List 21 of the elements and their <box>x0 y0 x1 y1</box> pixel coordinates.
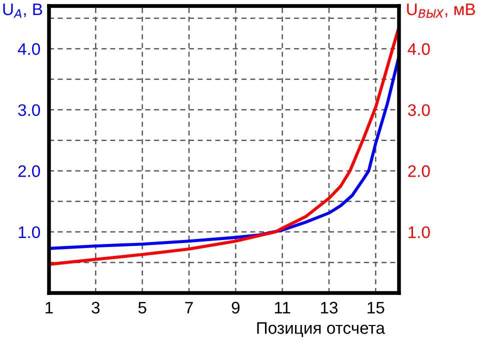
y-tick-label: 4.0 <box>18 43 40 55</box>
y2-tick-label: 3.0 <box>408 104 430 116</box>
line-series <box>49 25 399 266</box>
x-tick-label: 5 <box>138 302 146 314</box>
y-tick-label: 2.0 <box>18 165 40 178</box>
x-tick-label: 3 <box>92 302 100 314</box>
x-tick-label: 1 <box>46 302 53 314</box>
y2-tick-label: 1.0 <box>408 226 430 238</box>
x-axis-title: Позиция отсчета <box>257 322 386 338</box>
x-tick-label: 13 <box>321 302 338 314</box>
y-axis-title: U$_{А}$, В <box>3 4 42 18</box>
line-series <box>49 54 399 250</box>
y-tick-label: 3.0 <box>18 104 40 116</box>
x-tick-label: 7 <box>185 302 193 314</box>
y2-axis-title: U$_{ВЫХ}$, мВ <box>407 4 475 18</box>
y2-tick-label: 4.0 <box>408 43 430 55</box>
x-tick-label: 15 <box>368 302 384 314</box>
x-tick-label: 9 <box>232 302 240 314</box>
y-tick-label: 1.0 <box>18 226 40 238</box>
x-tick-label: 11 <box>274 302 290 314</box>
y2-tick-label: 2.0 <box>408 165 430 178</box>
